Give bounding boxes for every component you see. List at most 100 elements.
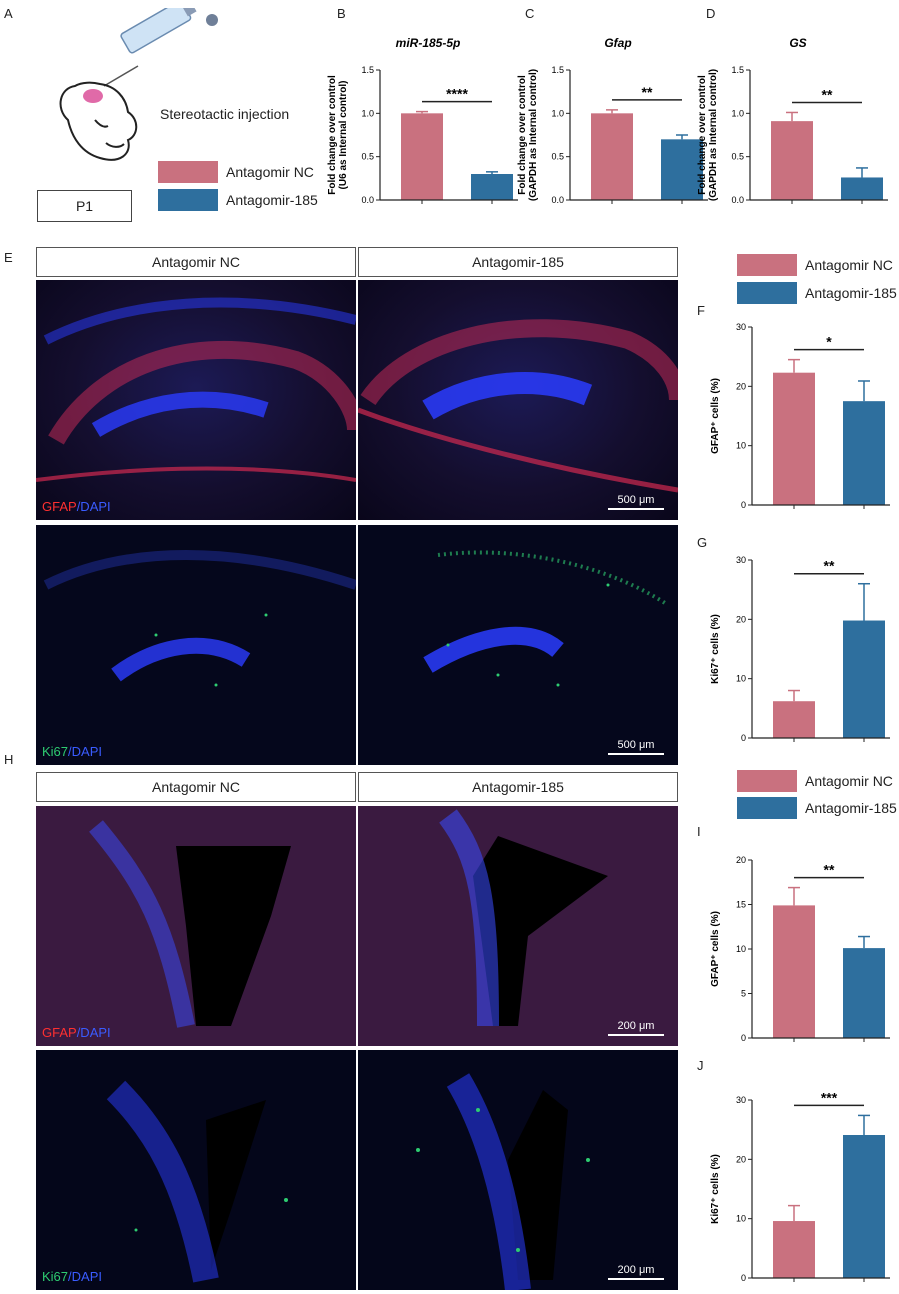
y-tick-label: 20 [736, 1154, 746, 1164]
stain-label: GFAP/DAPI [42, 1025, 111, 1040]
legend-swatch-treat [158, 189, 218, 211]
panel-letter-i: I [697, 824, 701, 839]
panel-letter-e: E [4, 250, 13, 265]
panel-letter-c: C [525, 6, 535, 21]
y-tick-label: 0.0 [361, 195, 374, 205]
header-antagomir-185: Antagomir-185 [358, 247, 678, 277]
legend-swatch-nc [737, 770, 797, 792]
brain-icon [83, 89, 103, 103]
scale-bar: 200 μm [608, 1020, 664, 1036]
bar-antagomir-185 [471, 174, 513, 200]
y-axis-label: GFAP⁺ cells (%) [710, 378, 721, 454]
micrograph-gfap-hippocampus-nc: GFAP/DAPI [36, 280, 356, 520]
chart-gfap-mrna: Gfap 0.0 0.5 1.0 1.5 Fold change over control… [517, 36, 708, 205]
y-axis-label: Ki67⁺ cells (%) [710, 614, 721, 684]
y-tick-label: 0.5 [551, 152, 564, 162]
chart-title: miR-185-5p [396, 36, 461, 50]
y-tick-label: 30 [736, 322, 746, 332]
y-tick-label: 0.0 [731, 195, 744, 205]
chart-gfap-cells-hippocampus: 0 10 20 30 GFAP⁺ cells (%) * [710, 322, 890, 510]
chart-gfap-cells-ventricle: 0 5 10 15 20 GFAP⁺ cells (%) ** [710, 855, 890, 1043]
y-tick-label: 1.5 [731, 65, 744, 75]
y-tick-label: 10 [736, 674, 746, 684]
legend-swatch-nc [158, 161, 218, 183]
y-tick-label: 15 [736, 900, 746, 910]
y-tick-label: 5 [741, 989, 746, 999]
y-tick-label: 0 [741, 733, 746, 743]
y-tick-label: 10 [736, 944, 746, 954]
panel-letter-b: B [337, 6, 346, 21]
legend-item-treat: Antagomir-185 [737, 797, 897, 819]
y-axis-label: (GAPDH as Internal control) [528, 69, 539, 201]
y-tick-label: 1.5 [361, 65, 374, 75]
bar-antagomir-185 [843, 1135, 885, 1278]
stain-label: Ki67/DAPI [42, 1269, 102, 1284]
header-antagomir-185: Antagomir-185 [358, 772, 678, 802]
bar-antagomir-nc [401, 113, 443, 200]
micrograph-ki67-hippocampus-185: 500 μm [358, 525, 678, 765]
bar-antagomir-nc [773, 1221, 815, 1278]
legend-item-nc: Antagomir NC [158, 161, 314, 183]
chart-title: Gfap [604, 36, 631, 50]
y-tick-label: 1.0 [361, 108, 374, 118]
y-axis-label: (GAPDH as Internal control) [708, 69, 719, 201]
y-tick-label: 0.0 [551, 195, 564, 205]
micrograph-gfap-ventricle-nc: GFAP/DAPI [36, 806, 356, 1046]
legend-item-nc: Antagomir NC [737, 770, 893, 792]
legend-label-treat: Antagomir-185 [226, 192, 318, 208]
scale-bar: 500 μm [608, 494, 664, 510]
legend-label-treat: Antagomir-185 [805, 800, 897, 816]
legend-item-nc: Antagomir NC [737, 254, 893, 276]
y-tick-label: 0 [741, 1033, 746, 1043]
header-antagomir-nc: Antagomir NC [36, 247, 356, 277]
y-axis-label: Fold change over control [327, 75, 338, 195]
bar-antagomir-nc [773, 905, 815, 1038]
y-axis-label: Ki67⁺ cells (%) [710, 1154, 721, 1224]
bar-antagomir-nc [771, 121, 813, 200]
header-antagomir-nc: Antagomir NC [36, 772, 356, 802]
significance-label: ** [642, 84, 653, 100]
significance-label: *** [821, 1089, 838, 1105]
legend-swatch-treat [737, 797, 797, 819]
chart-ki67-cells-ventricle: 0 10 20 30 Ki67⁺ cells (%) *** [710, 1089, 890, 1283]
legend-item-treat: Antagomir-185 [737, 282, 897, 304]
chart-mir185: miR-185-5p 0.0 0.5 1.0 1.5 Fold change over c… [327, 36, 518, 205]
bar-antagomir-185 [843, 620, 885, 738]
chart-ki67-cells-hippocampus: 0 10 20 30 Ki67⁺ cells (%) ** [710, 555, 890, 743]
legend-item-treat: Antagomir-185 [158, 189, 318, 211]
bar-antagomir-185 [843, 948, 885, 1038]
y-axis-label: Fold change over control [697, 75, 708, 195]
panel-letter-h: H [4, 752, 14, 767]
y-tick-label: 1.0 [731, 108, 744, 118]
legend-label-nc: Antagomir NC [226, 164, 314, 180]
scale-bar: 200 μm [608, 1264, 664, 1280]
legend-label-nc: Antagomir NC [805, 773, 893, 789]
significance-label: ** [824, 862, 835, 878]
age-label: P1 [37, 190, 132, 222]
y-tick-label: 0 [741, 500, 746, 510]
legend-swatch-nc [737, 254, 797, 276]
bar-antagomir-nc [773, 701, 815, 738]
y-tick-label: 0 [741, 1273, 746, 1283]
legend-label-nc: Antagomir NC [805, 257, 893, 273]
y-tick-label: 20 [736, 614, 746, 624]
mouse-pup-icon [59, 81, 138, 161]
y-tick-label: 1.0 [551, 108, 564, 118]
y-tick-label: 10 [736, 1214, 746, 1224]
injection-label: Stereotactic injection [160, 106, 290, 122]
y-tick-label: 20 [736, 855, 746, 865]
bar-antagomir-nc [773, 372, 815, 505]
stain-label: Ki67/DAPI [42, 744, 102, 759]
significance-label: **** [446, 86, 468, 102]
chart-gs-mrna: GS 0.0 0.5 1.0 1.5 Fold change over control (G… [697, 36, 888, 205]
y-axis-label: Fold change over control [517, 75, 528, 195]
stain-label: GFAP/DAPI [42, 499, 111, 514]
panel-letter-a: A [4, 6, 13, 21]
scale-bar: 500 μm [608, 739, 664, 755]
significance-label: * [826, 334, 832, 350]
bar-antagomir-185 [843, 401, 885, 505]
y-tick-label: 30 [736, 1095, 746, 1105]
y-tick-label: 20 [736, 381, 746, 391]
panel-letter-g: G [697, 535, 708, 550]
y-axis-label: (U6 as Internal control) [338, 81, 349, 190]
